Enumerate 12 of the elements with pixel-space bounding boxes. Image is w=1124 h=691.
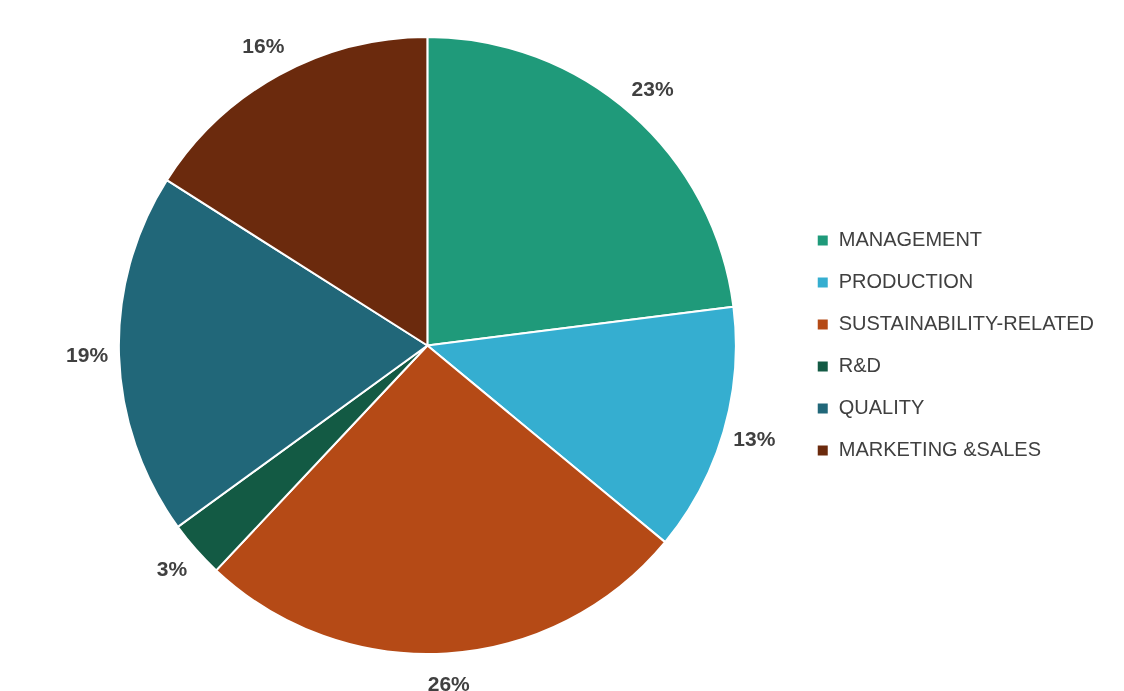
legend-label: MANAGEMENT	[838, 228, 983, 251]
legend-label: PRODUCTION	[838, 270, 974, 293]
data-label: 19%	[66, 342, 109, 366]
legend-label: R&D	[838, 354, 881, 377]
data-label: 23%	[631, 76, 674, 100]
data-label: 26%	[427, 672, 471, 691]
legend-label: QUALITY	[838, 396, 925, 419]
data-label: 13%	[733, 427, 776, 451]
data-label: 3%	[156, 557, 188, 581]
legend-label: MARKETING &SALES	[838, 438, 1042, 461]
data-label: 16%	[242, 33, 285, 57]
legend-label: SUSTAINABILITY-RELATED	[838, 312, 1095, 335]
